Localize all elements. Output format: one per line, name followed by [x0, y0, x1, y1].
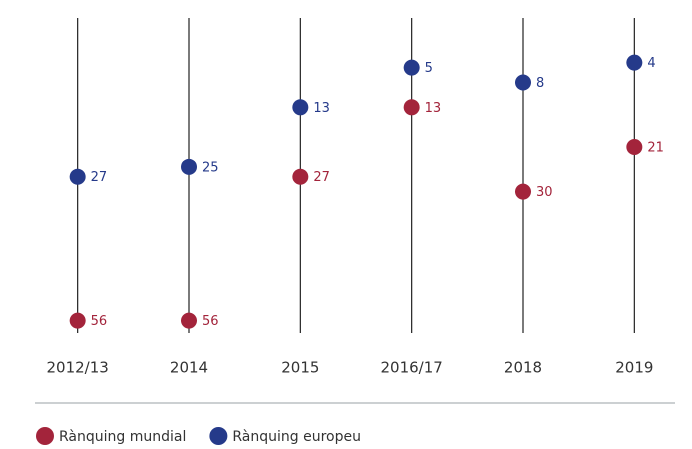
legend-label: Rànquing mundial: [59, 429, 186, 445]
dot: [403, 59, 420, 76]
data-label: 25: [202, 160, 219, 175]
dot: [181, 158, 197, 175]
dot: [626, 138, 643, 155]
data-label: 13: [425, 101, 442, 116]
data-label: 4: [647, 56, 655, 71]
dot: [181, 312, 197, 329]
dot: [69, 312, 86, 329]
data-label: 56: [91, 314, 108, 329]
dot: [626, 54, 643, 71]
x-tick-label: 2014: [170, 359, 208, 377]
x-tick-label: 2012/13: [47, 359, 109, 377]
x-tick-label: 2015: [281, 359, 319, 377]
x-tick-label: 2018: [504, 359, 542, 377]
data-label: 56: [202, 314, 219, 329]
legend-swatch: [36, 427, 54, 445]
dot: [515, 183, 531, 200]
data-label: 27: [91, 170, 108, 185]
legend-swatch: [209, 427, 228, 445]
dot: [292, 168, 309, 185]
data-label: 8: [536, 76, 544, 91]
data-label: 21: [647, 140, 664, 155]
x-tick-label: 2019: [615, 359, 653, 377]
legend-label: Rànquing europeu: [232, 429, 361, 445]
data-label: 27: [313, 170, 330, 185]
dot: [515, 74, 531, 91]
dot: [403, 99, 420, 116]
dot: [69, 168, 86, 185]
data-label: 30: [536, 185, 553, 200]
x-tick-label: 2016/17: [381, 359, 443, 377]
data-label: 13: [313, 101, 330, 116]
data-label: 5: [425, 61, 433, 76]
dot: [292, 99, 309, 116]
